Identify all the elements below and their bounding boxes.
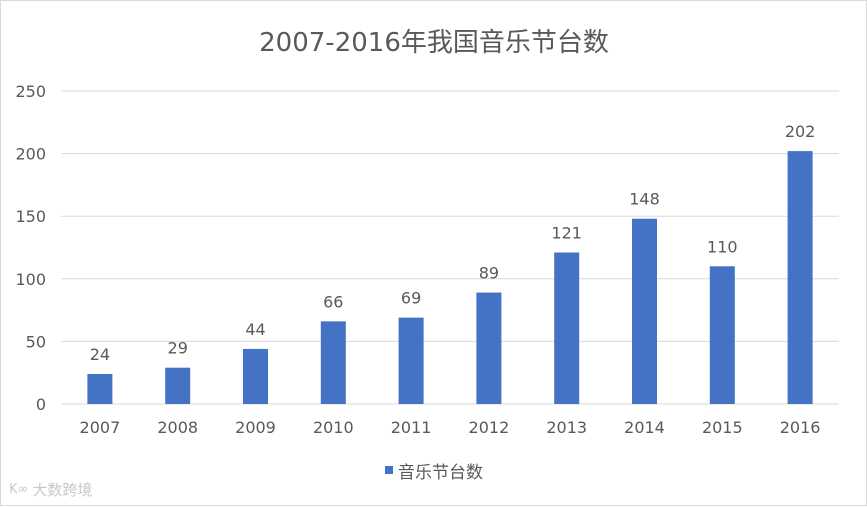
x-tick-label: 2013: [546, 418, 587, 437]
bar-2010: [320, 321, 346, 404]
y-tick-label: 250: [15, 82, 46, 101]
watermark-text: 大数跨境: [32, 481, 93, 499]
data-label-2010: 66: [323, 292, 343, 311]
x-tick-label: 2014: [624, 418, 665, 437]
chart-title: 2007-2016年我国音乐节台数: [259, 28, 609, 58]
x-tick-label: 2015: [702, 418, 743, 437]
x-tick-label: 2007: [80, 418, 121, 437]
y-axis-ticks: 0 50 100 150 200 250: [15, 82, 46, 414]
y-tick-label: 50: [26, 332, 46, 351]
bar-2016: [787, 151, 813, 404]
x-tick-label: 2009: [235, 418, 276, 437]
data-label-2012: 89: [479, 264, 499, 283]
watermark: K∞ 大数跨境: [9, 479, 92, 500]
x-tick-label: 2016: [780, 418, 821, 437]
data-label-2016: 202: [785, 122, 816, 141]
bar-2009: [243, 348, 268, 404]
bar-2012: [476, 292, 502, 404]
data-label-2011: 69: [401, 289, 421, 308]
y-tick-label: 150: [15, 207, 46, 226]
data-label-2008: 29: [168, 339, 188, 358]
x-tick-label: 2010: [313, 418, 354, 437]
legend-label: 音乐节台数: [398, 463, 483, 483]
bar-2007: [87, 373, 113, 404]
bar-2011: [398, 317, 424, 404]
bar-2014: [632, 218, 657, 404]
x-tick-label: 2011: [391, 418, 432, 437]
data-label-2015: 110: [707, 237, 738, 256]
gridlines: [61, 90, 839, 405]
data-label-2009: 44: [245, 320, 265, 339]
data-label-2013: 121: [551, 224, 582, 243]
y-tick-label: 100: [15, 270, 46, 289]
y-tick-label: 0: [36, 395, 46, 414]
data-label-2014: 148: [629, 190, 660, 209]
bars: [87, 151, 813, 404]
bar-2015: [709, 266, 735, 404]
y-tick-label: 200: [15, 145, 46, 164]
legend-swatch: [385, 466, 393, 474]
data-label-2007: 24: [90, 345, 110, 364]
x-axis-ticks: 2007 2008 2009 2010 2011 2012 2013 2014 2015 2016: [80, 418, 821, 437]
bar-2013: [554, 252, 580, 404]
x-tick-label: 2008: [157, 418, 198, 437]
legend: 音乐节台数: [385, 463, 483, 483]
data-labels: 24 29 44 66 69 89 121 148 110 202: [90, 122, 816, 364]
watermark-logo-icon: K∞: [9, 482, 29, 497]
bar-2008: [165, 367, 191, 404]
x-tick-label: 2012: [469, 418, 510, 437]
